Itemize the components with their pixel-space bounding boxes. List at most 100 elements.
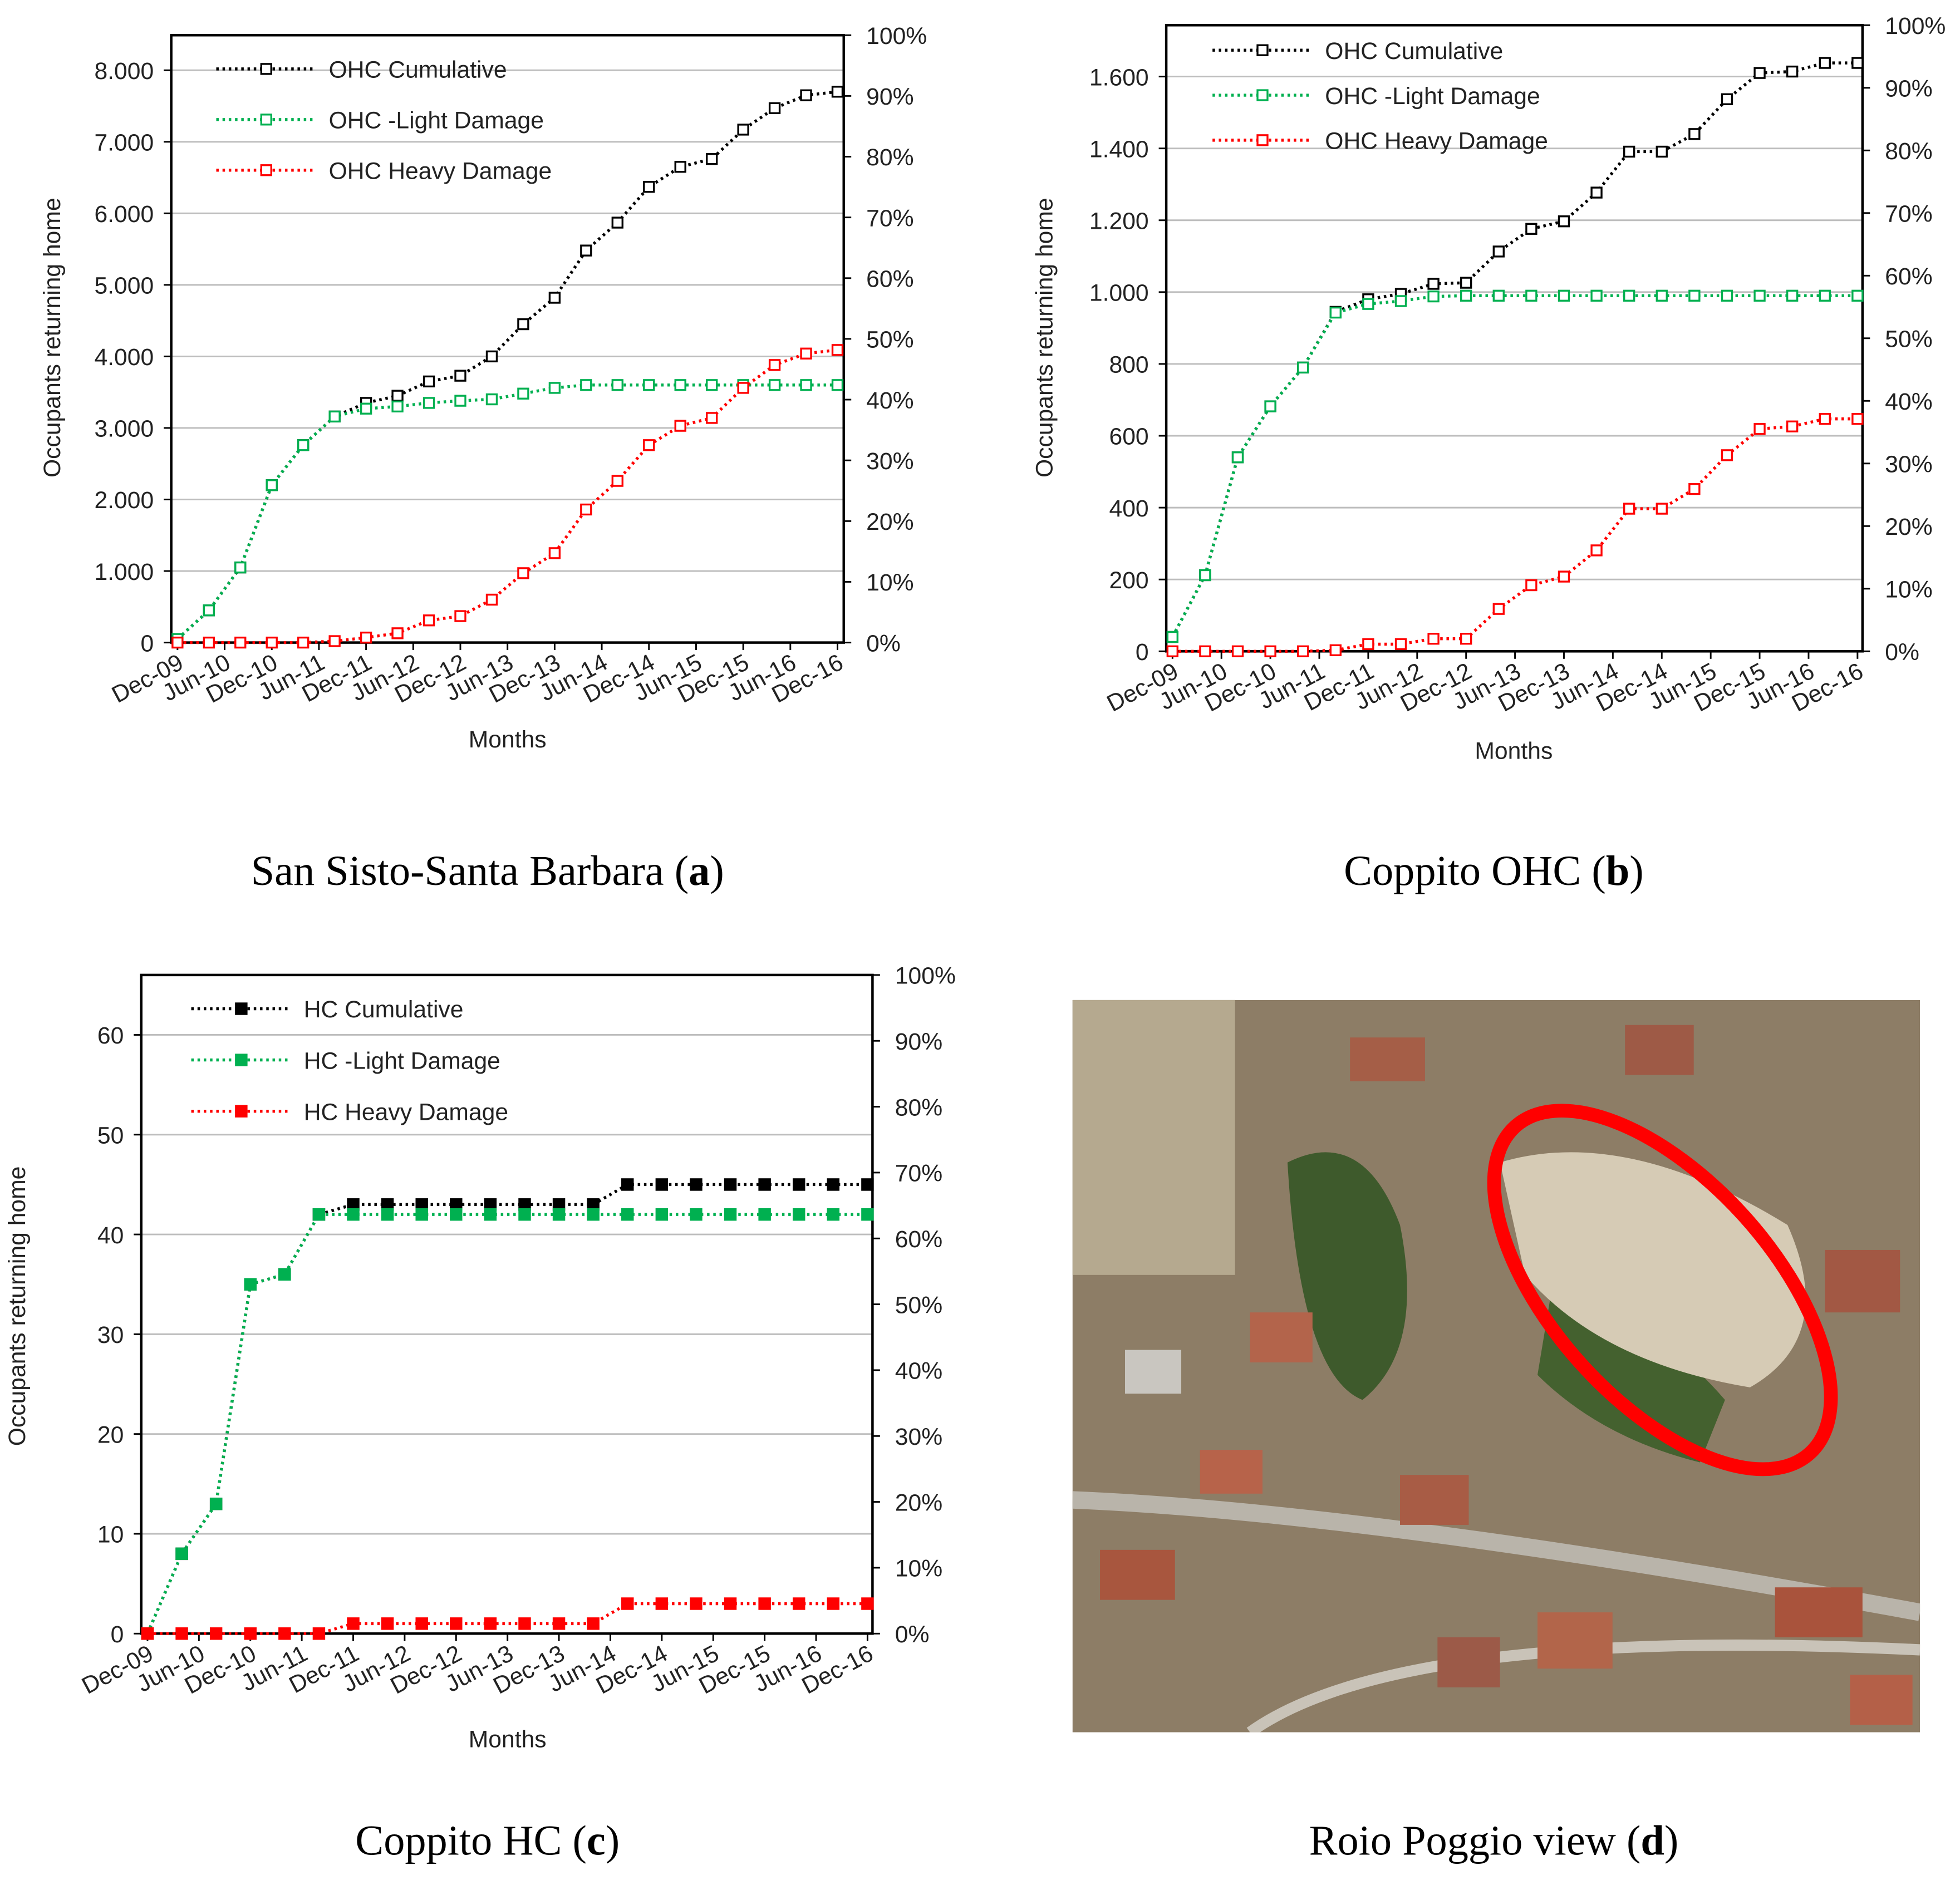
data-point <box>724 1208 737 1221</box>
y2-tick-label: 10% <box>866 569 913 596</box>
data-point <box>552 1617 566 1630</box>
y-axis-title: Occupants returning home <box>1031 198 1058 478</box>
data-point <box>266 479 278 491</box>
data-point <box>1721 449 1733 461</box>
data-point <box>244 1278 257 1291</box>
y2-tick-label: 20% <box>895 1489 942 1516</box>
y-tick-label: 40 <box>97 1222 124 1249</box>
data-point <box>266 636 278 649</box>
data-point <box>1851 413 1864 425</box>
data-point <box>175 1547 188 1561</box>
data-point <box>1590 186 1603 199</box>
data-point <box>391 400 404 413</box>
y-tick-label: 50 <box>97 1122 124 1149</box>
data-point <box>485 350 498 363</box>
y-tick-label: 1.200 <box>1089 208 1149 234</box>
data-point <box>800 347 812 360</box>
data-point <box>587 1198 600 1211</box>
chart: 0 200 400 600 800 1.000 1.200 1.400 1.600 0% 10% 20… <box>1031 13 1946 764</box>
data-point <box>297 636 310 649</box>
y-tick-label: 60 <box>97 1022 124 1049</box>
data-point <box>611 475 623 487</box>
y2-tick-label: 50% <box>1885 326 1932 353</box>
legend-marker <box>1256 89 1269 101</box>
caption-part: Coppito OHC ( <box>1344 847 1606 894</box>
y2-tick-label: 90% <box>895 1028 942 1055</box>
data-point <box>1721 93 1733 105</box>
data-point <box>792 1178 805 1191</box>
data-point <box>312 1627 326 1640</box>
y-axis-title: Occupants returning home <box>4 1167 31 1446</box>
y-tick-label: 600 <box>1109 424 1148 450</box>
legend: OHC Cumulative OHC -Light Damage OHC Heavy… <box>1212 38 1548 155</box>
caption-part: ) <box>1664 1817 1678 1864</box>
data-point <box>1851 57 1864 69</box>
data-point <box>587 1208 600 1221</box>
legend-marker <box>260 63 272 75</box>
data-point <box>655 1208 669 1221</box>
y2-tick-label: 30% <box>866 448 913 475</box>
data-point <box>1329 306 1342 319</box>
data-point <box>1558 570 1570 583</box>
legend-marker <box>235 1054 248 1066</box>
legend-label: OHC Cumulative <box>329 57 507 83</box>
data-point <box>621 1597 634 1610</box>
y-tick-label: 8.000 <box>94 58 154 85</box>
data-point <box>1688 128 1701 140</box>
y2-tick-label: 50% <box>866 327 913 353</box>
data-point <box>415 1617 428 1630</box>
legend: HC Cumulative HC -Light Damage HC Heavy Da… <box>191 996 508 1125</box>
data-point <box>518 1198 531 1211</box>
y2-tick-label: 0% <box>1885 639 1919 666</box>
data-point <box>171 636 184 649</box>
data-point <box>800 379 812 391</box>
data-point <box>737 382 749 394</box>
data-point <box>1460 633 1472 645</box>
y2-tick-label: 90% <box>866 83 913 110</box>
y2-tick-label: 10% <box>1885 577 1932 603</box>
data-point <box>1264 645 1276 657</box>
series-line <box>176 383 838 641</box>
caption-part: d <box>1640 1817 1664 1864</box>
y-tick-label: 2.000 <box>94 487 154 514</box>
data-point <box>517 387 529 400</box>
data-point <box>1819 413 1831 425</box>
data-point <box>454 610 466 622</box>
data-point <box>827 1597 840 1610</box>
y-tick-label: 800 <box>1109 352 1148 378</box>
data-point <box>1525 579 1537 592</box>
data-point <box>674 379 686 391</box>
data-point <box>1656 503 1668 515</box>
data-point <box>484 1208 497 1221</box>
data-point <box>621 1208 634 1221</box>
data-point <box>423 614 435 627</box>
data-point <box>1558 289 1570 302</box>
y-tick-label: 6.000 <box>94 201 154 228</box>
data-point <box>209 1497 223 1510</box>
data-point <box>297 439 310 451</box>
y-tick-label: 1.400 <box>1089 136 1149 163</box>
data-point <box>347 1198 360 1211</box>
data-point <box>312 1208 326 1221</box>
data-point <box>690 1178 703 1191</box>
caption: San Sisto-Santa Barbara (a) <box>251 847 724 894</box>
caption-part: Roio Poggio view ( <box>1309 1817 1641 1864</box>
data-point <box>827 1208 840 1221</box>
data-point <box>1623 289 1635 302</box>
y-tick-label: 0 <box>140 630 154 657</box>
data-point <box>737 124 749 136</box>
data-point <box>484 1198 497 1211</box>
legend-label: HC Heavy Damage <box>304 1099 508 1125</box>
data-point <box>724 1597 737 1610</box>
data-point <box>209 1627 223 1640</box>
data-point <box>347 1617 360 1630</box>
data-point <box>1688 289 1701 302</box>
data-point <box>1166 645 1178 657</box>
caption-part: ) <box>606 1817 620 1864</box>
plot-frame <box>1165 24 1864 653</box>
y2-tick-label: 70% <box>1885 201 1932 228</box>
data-point <box>1492 289 1505 302</box>
data-point <box>1753 289 1766 302</box>
data-point <box>485 393 498 406</box>
series-line <box>1172 417 1858 653</box>
